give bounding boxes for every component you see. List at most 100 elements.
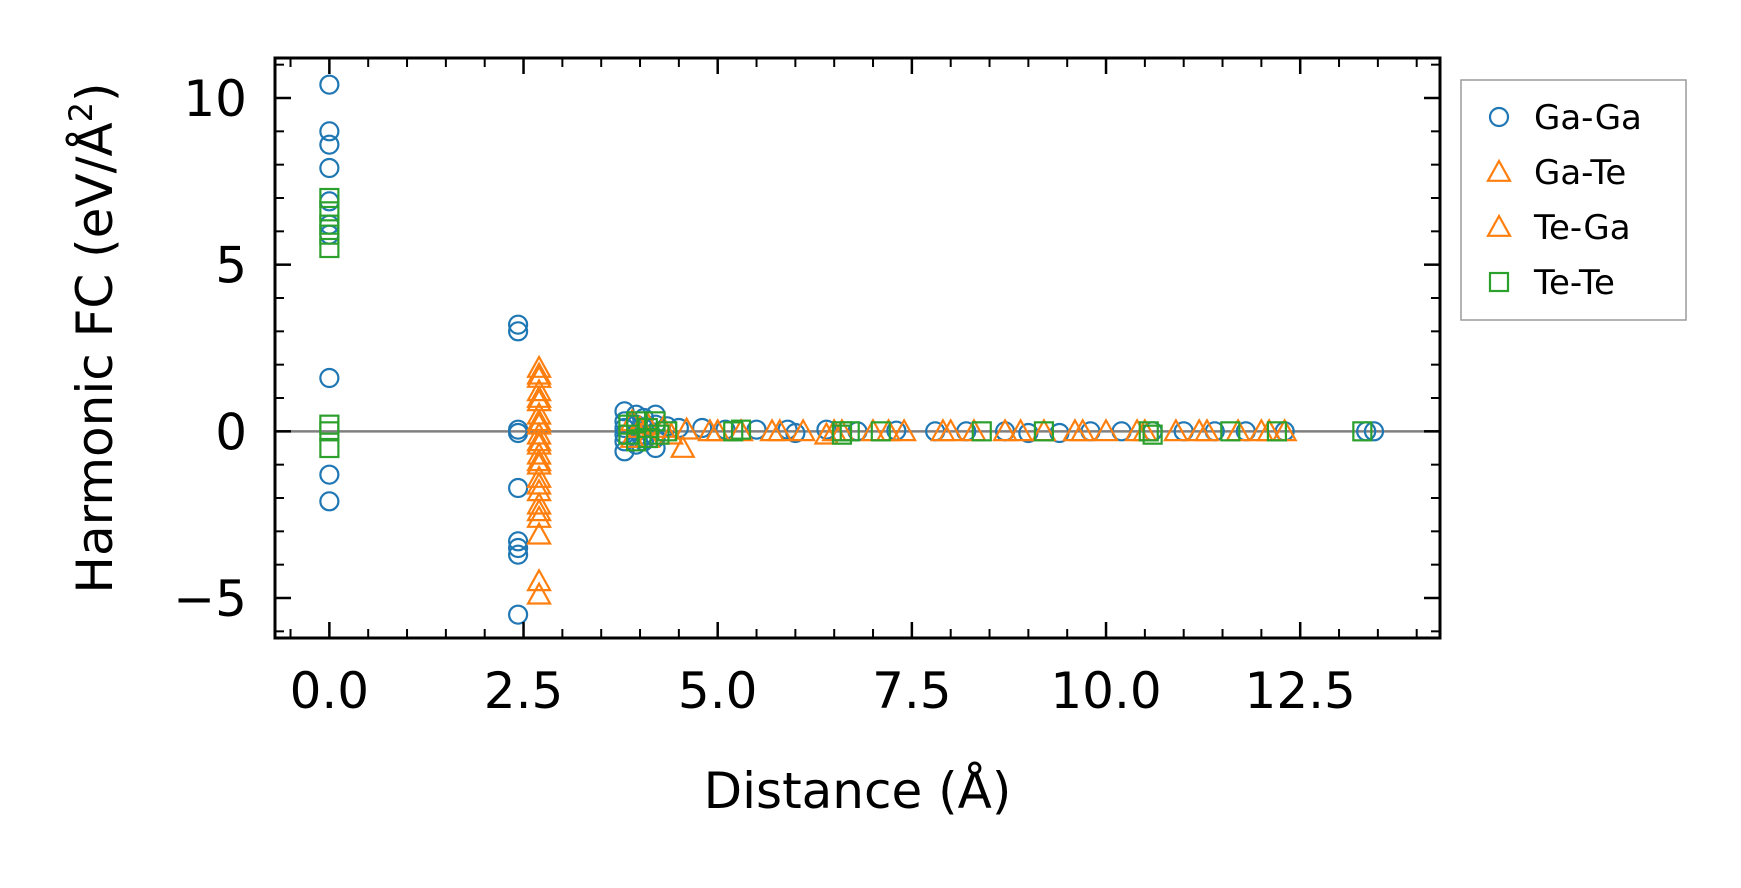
legend-marker-te-ga — [1486, 213, 1512, 237]
data-point-te-ga — [1186, 418, 1213, 442]
data-point-ga-te — [526, 581, 552, 605]
data-point-te-te — [831, 424, 853, 445]
data-point-te-ga — [526, 471, 552, 495]
data-point-ga-te — [526, 441, 552, 465]
data-point-ga-te — [634, 411, 661, 435]
data-point-ga-ga — [507, 531, 529, 552]
data-point-ga-ga — [1363, 421, 1385, 442]
data-point-te-te — [626, 431, 647, 452]
legend-item: Te-Te — [1488, 263, 1615, 303]
plot-frame — [273, 56, 1442, 640]
data-point-te-te — [626, 411, 647, 432]
data-point-ga-ga — [746, 419, 767, 440]
series-te-te — [319, 187, 1373, 459]
data-point-ga-te — [1163, 418, 1189, 442]
data-point-ga-ga — [507, 537, 529, 559]
y-tick-label: 0 — [215, 403, 247, 461]
legend-marker-ga-te — [1486, 158, 1512, 182]
data-point-te-ga — [766, 418, 793, 442]
legend-item: Te-Ga — [1486, 208, 1631, 248]
data-point-ga-ga — [614, 431, 635, 452]
data-point-te-te — [319, 201, 340, 222]
data-point-te-te — [1138, 421, 1159, 442]
data-point-ga-ga — [507, 477, 529, 499]
series-ga-te — [526, 354, 1298, 605]
y-tick-label: 5 — [215, 237, 247, 295]
data-point-ga-te — [992, 418, 1018, 442]
data-point-te-te — [319, 224, 340, 245]
data-point-ga-ga — [692, 417, 713, 439]
data-point-ga-ga — [319, 464, 340, 485]
data-point-ga-ga — [507, 321, 529, 342]
data-point-te-ga — [1007, 418, 1034, 442]
data-point-ga-te — [891, 418, 917, 442]
x-axis-label: Distance (Å) — [704, 762, 1012, 820]
data-point-ga-te — [673, 416, 700, 440]
data-point-te-ga — [1069, 418, 1096, 442]
data-point-ga-te — [1093, 418, 1119, 442]
data-point-te-ga — [526, 361, 552, 385]
data-point-te-ga — [526, 498, 552, 522]
data-point-ga-te — [526, 568, 552, 592]
data-point-te-te — [657, 421, 678, 442]
data-point-te-te — [1142, 424, 1163, 445]
data-point-te-te — [971, 421, 992, 442]
legend: Ga-Ga Ga-Te Te-Ga Te-Te — [1460, 79, 1687, 321]
data-point-ga-te — [526, 464, 552, 488]
data-point-te-te — [649, 424, 670, 445]
legend-item: Ga-Ga — [1488, 98, 1642, 138]
data-point-ga-ga — [319, 74, 340, 95]
data-point-ga-ga — [319, 134, 340, 155]
x-tick-label: 2.5 — [484, 662, 564, 720]
data-point-ga-ga — [816, 419, 837, 440]
y-axis-label: Harmonic FC (eV/Å2) — [62, 82, 124, 593]
data-point-ga-te — [526, 354, 552, 378]
data-point-ga-te — [526, 504, 552, 528]
legend-box — [1460, 79, 1687, 321]
data-point-ga-te — [526, 491, 552, 515]
legend-item: Ga-Te — [1486, 153, 1626, 193]
legend-label: Ga-Te — [1534, 153, 1626, 193]
data-point-te-te — [319, 187, 340, 209]
data-point-te-te — [618, 424, 639, 445]
x-tick-label: 0.0 — [290, 662, 370, 720]
y-tick-label: 10 — [183, 70, 247, 128]
data-point-te-te — [319, 437, 340, 459]
data-point-te-te — [319, 421, 340, 442]
legend-label: Ga-Ga — [1534, 98, 1642, 138]
data-point-te-te — [1352, 421, 1373, 442]
data-point-ga-te — [790, 418, 817, 442]
data-point-te-te — [870, 421, 891, 442]
legend-label: Te-Ga — [1533, 208, 1631, 248]
data-point-ga-te — [669, 434, 696, 458]
data-point-ga-ga — [715, 419, 736, 440]
data-point-ga-ga — [319, 121, 340, 142]
x-tick-label: 7.5 — [872, 662, 952, 720]
data-point-te-ga — [526, 384, 552, 408]
data-point-te-te — [1266, 421, 1288, 442]
data-point-te-te — [723, 421, 744, 442]
data-point-ga-ga — [319, 157, 340, 179]
x-tick-label: 10.0 — [1050, 662, 1161, 720]
y-tick-label: −5 — [173, 570, 247, 628]
data-point-ga-ga — [507, 314, 529, 335]
data-point-te-ga — [937, 418, 964, 442]
data-point-te-te — [1033, 421, 1055, 442]
data-point-ga-te — [526, 478, 552, 502]
x-tick-label: 12.5 — [1245, 662, 1356, 720]
series-ga-ga — [319, 74, 1385, 625]
data-point-ga-ga — [507, 604, 529, 625]
legend-label: Te-Te — [1533, 263, 1615, 303]
y-axis-label-superscript: 2 — [62, 102, 100, 122]
data-point-te-ga — [526, 448, 552, 472]
data-point-te-te — [730, 419, 752, 440]
data-point-ga-te — [526, 378, 552, 402]
data-point-ga-ga — [319, 491, 340, 512]
data-point-te-te — [637, 427, 658, 449]
data-point-te-te — [839, 421, 860, 442]
legend-marker-ga-ga — [1488, 106, 1510, 128]
data-point-ga-ga — [319, 367, 340, 389]
data-point-te-te — [319, 237, 340, 259]
